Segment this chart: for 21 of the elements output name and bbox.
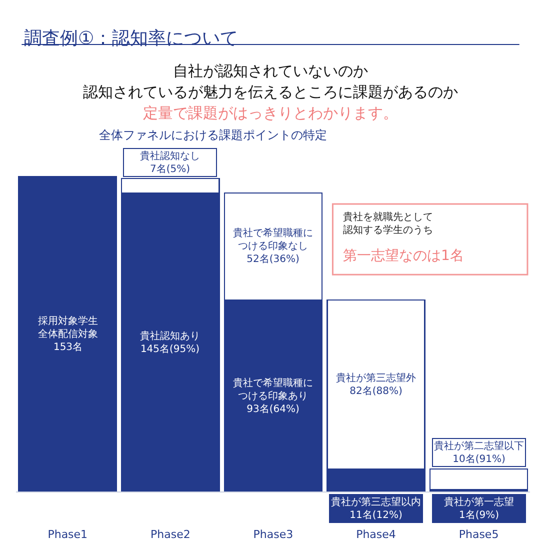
data-label: 貴社が第三志望外82名(88%) (336, 372, 416, 397)
data-label: 貴社で希望職種につける印象あり93名(64%) (233, 377, 313, 415)
x-tick-label: Phase3 (253, 528, 294, 541)
x-tick-label: Phase2 (150, 528, 190, 541)
data-label: 採用対象学生全体配信対象153名 (38, 315, 98, 353)
data-label: 貴社が第二志望以下 10名(91%) (434, 440, 524, 465)
x-tick-label: Phase4 (356, 528, 396, 541)
bar (18, 176, 118, 492)
annotation: 貴社を就職先として認知する学生のうち (343, 211, 433, 236)
text: 全体ファネルにおける課題ポイントの特定 (99, 128, 327, 142)
text: 定量で課題がはっきりとわかります。 (143, 104, 398, 122)
data-label: 貴社が第三志望以内11名(12%) (331, 496, 421, 521)
annotation: 第一志望なのは1名 (343, 248, 464, 264)
data-label: 貴社で希望職種につける印象なし52名(36%) (233, 227, 313, 265)
text: 認知されているが魅力を伝えるところに課題があるのか (83, 83, 458, 101)
data-label: 貴社が第一志望 1名(9%) (444, 496, 514, 521)
chart-subtitle: 自社が認知されていないのか (173, 62, 368, 80)
x-tick-label: Phase1 (48, 528, 88, 541)
data-label: 貴社認知あり145名(95%) (140, 330, 200, 355)
data-label: 貴社認知なし7名(5%) (140, 150, 200, 175)
x-tick-label: Phase5 (458, 528, 499, 541)
